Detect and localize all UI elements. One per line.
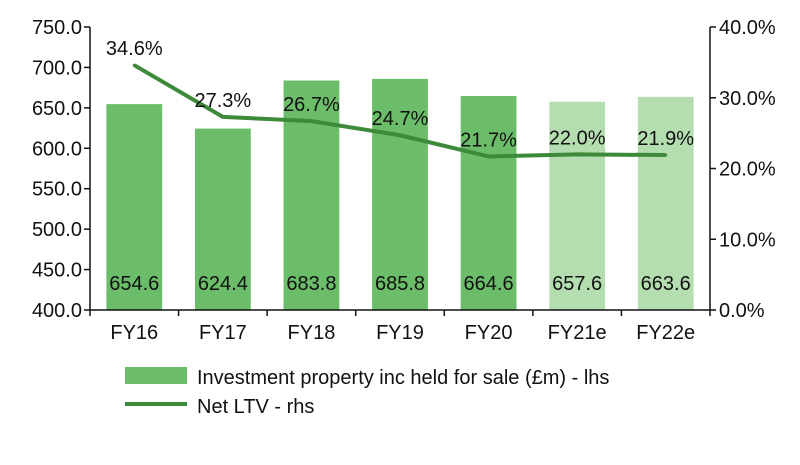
legend-label-line: Net LTV - rhs xyxy=(197,396,314,418)
y-left-tick-label: 550.0 xyxy=(32,179,82,201)
bar-fy22e xyxy=(637,96,694,311)
x-tick-label: FY18 xyxy=(288,322,336,344)
net-ltv-point xyxy=(664,153,668,157)
legend: Investment property inc held for sale (£… xyxy=(125,367,609,418)
line-data-label: 27.3% xyxy=(194,90,251,112)
y-right-tick-label: 20.0% xyxy=(719,159,776,181)
net-ltv-point xyxy=(132,63,136,67)
line-data-label: 34.6% xyxy=(106,38,163,60)
legend-label-bar: Investment property inc held for sale (£… xyxy=(197,367,609,389)
line-data-labels: 34.6% 27.3% 26.7% 24.7% 21.7% 22.0% 21.9% xyxy=(106,38,694,151)
y-left-tick-label: 600.0 xyxy=(32,138,82,160)
y-left-tick-label: 650.0 xyxy=(32,98,82,120)
y-right-tick-label: 10.0% xyxy=(719,229,776,251)
bar-fy21e xyxy=(549,101,606,310)
y-right-tick-label: 0.0% xyxy=(719,300,765,322)
bar-data-label: 664.6 xyxy=(464,273,514,295)
line-data-label: 22.0% xyxy=(549,127,606,149)
bar-data-label: 654.6 xyxy=(109,273,159,295)
bar-fy17 xyxy=(194,128,251,310)
bar-fy19 xyxy=(372,78,428,311)
y-left-tick-label: 500.0 xyxy=(32,219,82,241)
y-left-tick-label: 700.0 xyxy=(32,57,82,79)
line-series xyxy=(132,63,668,159)
bar-data-labels: 654.6 624.4 683.8 685.8 664.6 657.6 663.6 xyxy=(109,273,690,295)
line-data-label: 21.7% xyxy=(460,129,517,151)
x-tick-label: FY16 xyxy=(110,322,158,344)
bar-data-label: 683.8 xyxy=(286,273,336,295)
bar-data-label: 685.8 xyxy=(375,273,425,295)
bar-data-label: 663.6 xyxy=(641,273,691,295)
line-data-label: 24.7% xyxy=(372,108,429,130)
bar-series xyxy=(106,78,694,311)
net-ltv-point xyxy=(221,115,225,119)
line-data-label: 26.7% xyxy=(283,94,340,116)
bar-data-label: 657.6 xyxy=(552,273,602,295)
x-tick-label: FY20 xyxy=(465,322,513,344)
x-tick-label: FY21e xyxy=(548,322,607,344)
y-left-tick-label: 400.0 xyxy=(32,300,82,322)
x-tick-label: FY17 xyxy=(199,322,247,344)
net-ltv-point xyxy=(309,119,313,123)
bar-data-label: 624.4 xyxy=(198,273,248,295)
legend-swatch-bar xyxy=(125,367,187,384)
net-ltv-point xyxy=(487,154,491,158)
x-tick-label: FY22e xyxy=(636,322,695,344)
y-left-tick-label: 450.0 xyxy=(32,260,82,282)
net-ltv-point xyxy=(575,152,579,156)
y-right-tick-label: 40.0% xyxy=(719,17,776,39)
bar-fy16 xyxy=(106,104,163,310)
x-tick-label: FY19 xyxy=(376,322,424,344)
bar-fy20 xyxy=(460,96,517,310)
line-data-label: 21.9% xyxy=(637,128,694,150)
net-ltv-point xyxy=(398,133,402,137)
y-left-tick-label: 750.0 xyxy=(32,17,82,39)
y-right-tick-label: 30.0% xyxy=(719,88,776,110)
axes: 400.0 450.0 500.0 550.0 600.0 650.0 700.0 750.0… xyxy=(32,17,776,344)
